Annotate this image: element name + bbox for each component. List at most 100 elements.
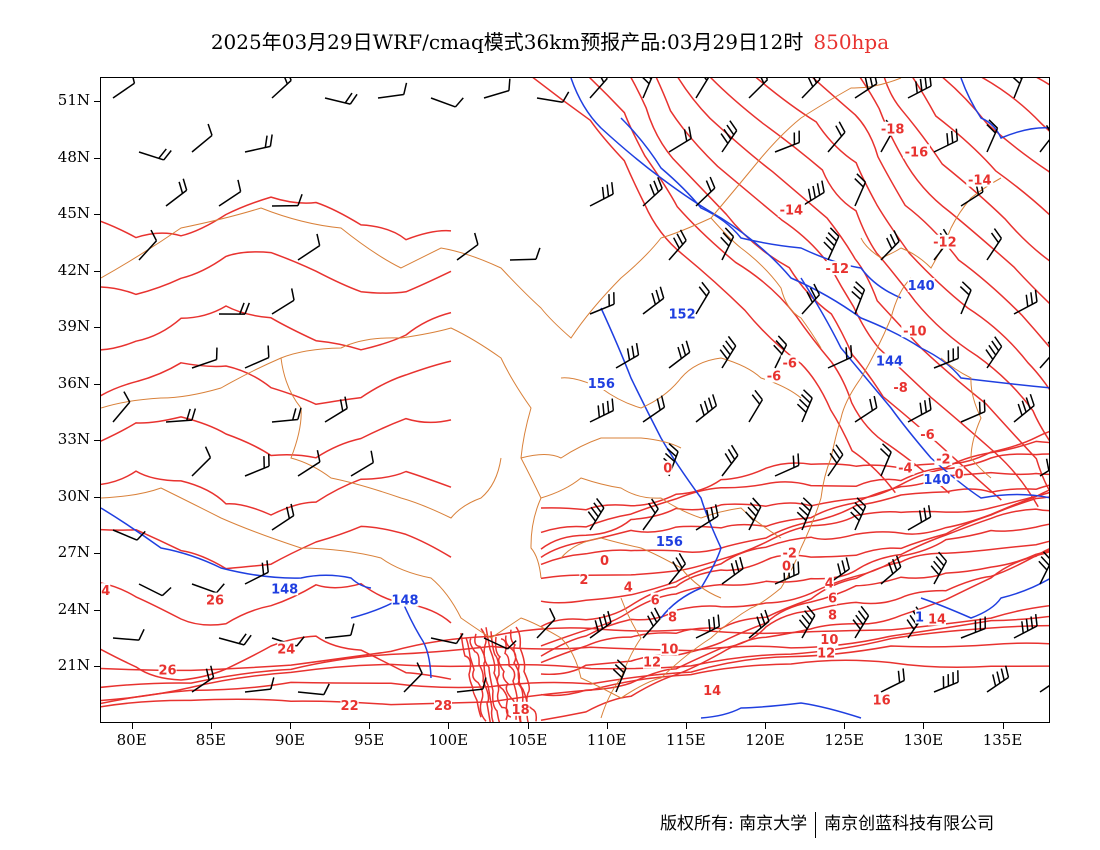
barb-feather [701, 281, 710, 293]
barb-feather [869, 78, 874, 87]
barb-feather [681, 343, 687, 356]
x-tick-mark [448, 723, 450, 729]
barb-staff [880, 566, 902, 585]
wind-barb [823, 227, 840, 261]
wind-barb [112, 391, 131, 423]
barb-staff [536, 97, 563, 104]
label-bg [780, 545, 799, 560]
wind-barb [615, 343, 640, 369]
temperature-label: 2 [579, 573, 588, 588]
isotherm [540, 523, 1049, 657]
barb-feather [158, 148, 167, 159]
title-pressure-level: 850hpa [813, 30, 890, 54]
barb-feather [1025, 618, 1029, 631]
barb-feather [1030, 292, 1034, 305]
temperature-label: 24 [277, 643, 295, 658]
barb-staff [191, 676, 214, 693]
barb-feather [676, 233, 684, 245]
wind-barb [642, 177, 663, 207]
barb-staff [1039, 469, 1049, 477]
isotherm [101, 642, 1049, 705]
barb-staff [721, 236, 735, 261]
wind-barb [854, 78, 878, 99]
barb-feather [678, 553, 687, 565]
barb-feather [711, 394, 718, 407]
barb-staff [721, 454, 739, 477]
wind-barb [536, 607, 556, 639]
label-bg [271, 581, 299, 596]
label-bg [663, 460, 673, 475]
barb-feather [955, 128, 959, 141]
wind-barb [191, 583, 225, 594]
barb-feather [261, 562, 265, 575]
wind-barb [960, 399, 986, 423]
wind-barb [218, 302, 250, 315]
barb-feather [286, 506, 291, 519]
barb-feather [959, 286, 970, 296]
barb-feather [186, 408, 191, 421]
barb-feather [600, 78, 605, 83]
barb-feather [869, 398, 874, 411]
height-contour [920, 578, 1049, 619]
isotherm [540, 440, 1049, 534]
barb-feather [370, 450, 375, 463]
x-tick-label: 130E [903, 731, 944, 749]
barb-feather [855, 281, 865, 291]
barb-feather [1029, 393, 1035, 406]
temperature-label: 12 [643, 656, 661, 671]
height-contour [960, 78, 1049, 139]
temperature-label: 0 [782, 560, 791, 575]
wind-barb [165, 408, 197, 423]
barb-staff [191, 583, 217, 594]
barb-feather [935, 556, 945, 567]
barb-feather [688, 126, 692, 139]
wind-barb [798, 605, 816, 639]
temperature-label: 8 [828, 609, 837, 624]
wind-barb [985, 336, 1003, 369]
barb-staff [589, 409, 614, 423]
barb-feather [631, 345, 635, 358]
barb-feather [961, 281, 972, 291]
wind-barb [191, 446, 212, 477]
temperature-label: 22 [341, 699, 359, 714]
barb-feather [853, 286, 864, 296]
x-tick-label: 120E [745, 731, 785, 749]
barb-feather [756, 616, 762, 629]
barb-feather [714, 504, 719, 517]
temperature-contours [101, 78, 1049, 722]
barb-staff [615, 354, 639, 369]
barb-feather [712, 616, 716, 629]
barb-staff [801, 505, 813, 531]
wind-barb [748, 389, 764, 423]
wind-barb [244, 454, 270, 477]
barb-feather [316, 450, 321, 463]
barb-staff [1039, 685, 1049, 693]
barb-feather [751, 394, 761, 405]
wind-barb [297, 683, 330, 696]
height-label: 156 [656, 535, 683, 550]
barb-feather [210, 665, 215, 678]
temperature-label: -8 [893, 381, 907, 396]
barb-feather [704, 78, 708, 81]
barb-feather [777, 335, 788, 346]
x-tick-label: 135E [982, 731, 1023, 749]
barb-feather [708, 619, 711, 632]
border-line [101, 327, 542, 579]
barb-feather [698, 286, 708, 297]
barb-staff [1013, 301, 1038, 315]
barb-feather [349, 93, 358, 105]
wind-barb [720, 120, 738, 153]
barb-feather [1012, 78, 1021, 85]
barb-staff [933, 560, 948, 585]
label-bg [600, 553, 609, 568]
wind-barb [907, 505, 932, 531]
wind-barb [1039, 458, 1049, 477]
barb-staff [880, 240, 900, 261]
barb-feather [264, 135, 268, 148]
isotherm [465, 637, 487, 722]
barb-feather [835, 444, 844, 456]
barb-feather [653, 180, 660, 193]
temperature-label: 6 [651, 594, 660, 609]
barb-feather [675, 557, 683, 569]
barb-staff [165, 419, 192, 423]
